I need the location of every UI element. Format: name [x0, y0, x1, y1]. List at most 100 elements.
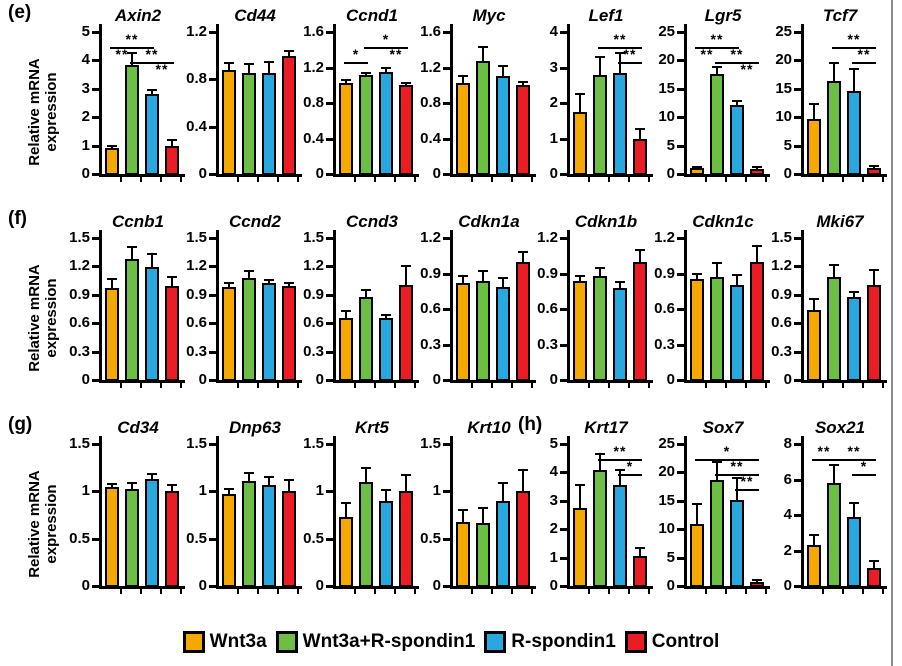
- x-tick: [725, 589, 727, 594]
- x-tick: [374, 383, 376, 388]
- significance-marker: *: [852, 459, 876, 476]
- bar-wnt3a: [573, 280, 587, 381]
- error-bar-cap: [615, 468, 625, 471]
- y-tick-label: 0: [666, 577, 675, 594]
- error-bar-stem: [482, 508, 484, 526]
- bar-r-spondin1: [496, 286, 510, 381]
- bar-wnt3a-r-spondin1: [593, 74, 607, 175]
- x-tick: [842, 589, 844, 594]
- y-tick-label: 0.6: [771, 314, 792, 332]
- chart-dnp63: Dnp63 0 0.5 1 1.5: [181, 412, 302, 618]
- chart-title: Cdkn1a: [458, 212, 520, 231]
- bar-r-spondin1: [613, 72, 627, 175]
- error-bar-stem: [482, 47, 484, 65]
- chart-title: Cd34: [117, 418, 159, 437]
- y-tick-label: 0: [315, 371, 324, 388]
- bar-wnt3a-r-spondin1: [593, 469, 607, 587]
- y-tick: [209, 350, 216, 354]
- x-tick: [471, 177, 473, 182]
- y-tick: [560, 471, 567, 475]
- y-tick-label: 0.3: [654, 335, 675, 353]
- y-axis-title: Relative mRNA expression: [26, 264, 60, 372]
- y-tick-label: 8: [783, 435, 792, 452]
- error-bar-stem: [599, 267, 601, 279]
- error-bar-cap: [381, 313, 391, 316]
- error-bar-cap: [224, 61, 234, 64]
- significance-marker: *: [695, 444, 759, 461]
- y-tick: [92, 237, 99, 240]
- bar-wnt3a-r-spondin1: [242, 480, 256, 587]
- error-bar-stem: [171, 276, 173, 290]
- y-tick-label: 0.6: [654, 300, 675, 317]
- y-tick-label: 0.3: [537, 335, 558, 353]
- y-tick: [794, 87, 801, 91]
- y-tick-label: 1.5: [420, 435, 441, 452]
- x-tick: [297, 589, 299, 594]
- x-tick: [354, 589, 356, 594]
- chart-title: Myc: [472, 6, 506, 25]
- y-tick-label: 1.5: [303, 229, 324, 246]
- y-tick-label: 0: [783, 577, 792, 594]
- error-bar-stem: [345, 502, 347, 520]
- y-tick-label: 1.5: [69, 435, 90, 452]
- y-tick-label: 10: [658, 108, 675, 126]
- y-tick: [209, 31, 216, 34]
- significance-marker: **: [852, 47, 876, 64]
- x-axis: [99, 380, 185, 383]
- legend-item: Wnt3a: [182, 631, 267, 653]
- y-axis: [99, 436, 102, 589]
- y-tick-label: 20: [658, 51, 675, 69]
- chart-title: Krt17: [584, 418, 628, 437]
- y-tick: [92, 537, 99, 541]
- y-tick-label: 0: [666, 371, 675, 388]
- error-bar-cap: [284, 282, 294, 285]
- figure-row: (e) Relative mRNA expression Axin2 0 1 2 3 4 5 **…: [0, 0, 902, 206]
- y-tick: [326, 585, 333, 588]
- y-tick: [794, 293, 801, 297]
- significance-marker: **: [832, 32, 876, 49]
- y-tick-label: 1.5: [69, 229, 90, 246]
- x-tick: [588, 383, 590, 388]
- y-tick: [560, 585, 567, 588]
- y-tick-label: 0.3: [69, 342, 90, 360]
- x-tick: [491, 383, 493, 388]
- x-tick: [822, 383, 824, 388]
- error-bar-stem: [522, 81, 524, 89]
- bar-r-spondin1: [379, 71, 393, 175]
- y-tick: [443, 102, 450, 105]
- y-tick-label: 25: [775, 23, 792, 40]
- bar-r-spondin1: [847, 91, 861, 175]
- error-bar-stem: [833, 465, 835, 487]
- bar-r-spondin1: [730, 499, 744, 587]
- error-bar-cap: [849, 502, 859, 505]
- error-bar-cap: [518, 468, 528, 471]
- y-tick-label: 0: [783, 165, 792, 182]
- legend-swatch-wnt3a-r-spondin1: [275, 631, 298, 653]
- y-axis: [567, 230, 570, 383]
- x-tick: [648, 589, 650, 594]
- y-tick: [677, 379, 684, 382]
- error-bar-stem: [462, 76, 464, 86]
- x-tick: [511, 177, 513, 182]
- x-tick: [414, 177, 416, 182]
- error-bar-cap: [401, 81, 411, 84]
- bar-r-spondin1: [496, 500, 510, 587]
- x-tick: [471, 383, 473, 388]
- x-axis: [567, 586, 653, 589]
- error-bar-stem: [385, 490, 387, 504]
- y-tick-label: 0.5: [303, 529, 324, 547]
- bar-control: [282, 491, 296, 587]
- y-tick-label: 4: [549, 463, 558, 481]
- y-tick: [92, 490, 99, 494]
- error-bar-cap: [692, 165, 702, 168]
- error-bar-stem: [502, 65, 504, 80]
- legend-label: Control: [651, 631, 720, 652]
- error-bar-stem: [579, 275, 581, 284]
- y-tick-label: 5: [81, 23, 90, 40]
- error-bar-cap: [381, 67, 391, 70]
- y-tick: [677, 237, 684, 240]
- error-bar-cap: [498, 277, 508, 280]
- x-tick: [237, 383, 239, 388]
- error-bar-stem: [599, 453, 601, 473]
- y-tick-label: 5: [666, 136, 675, 154]
